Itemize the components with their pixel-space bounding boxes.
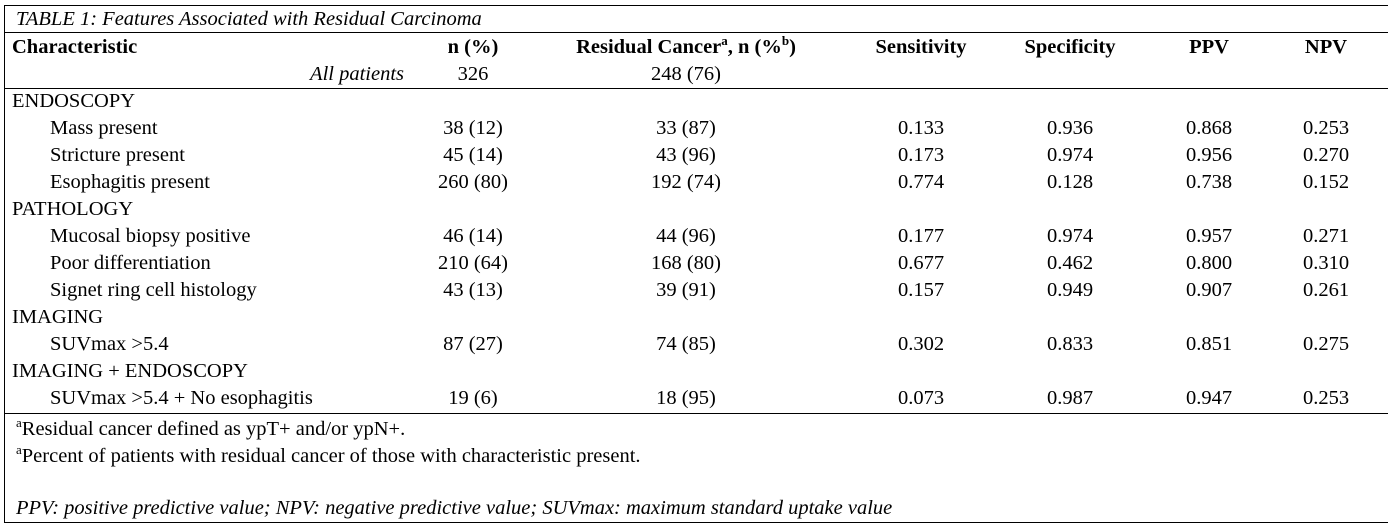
row-sensitivity: 0.073 <box>897 387 945 409</box>
row-ppv: 0.868 <box>1185 117 1233 139</box>
row-specificity: 0.462 <box>1046 252 1094 274</box>
row-sensitivity: 0.774 <box>897 171 945 193</box>
header-residual-cancer: Residual Cancera, n (%b) <box>576 33 796 58</box>
row-label: Signet ring cell histology <box>50 279 257 301</box>
row-ppv: 0.947 <box>1185 387 1233 409</box>
row-n-pct: 43 (13) <box>443 279 503 301</box>
section-row: IMAGING <box>12 304 1388 331</box>
row-n-pct: 45 (14) <box>443 144 503 166</box>
all-patients-residual: 248 (76) <box>650 63 722 85</box>
row-specificity: 0.974 <box>1046 144 1094 166</box>
footnote-2: aPercent of patients with residual cance… <box>16 442 641 467</box>
row-npv: 0.253 <box>1302 387 1350 409</box>
row-residual: 168 (80) <box>650 252 722 274</box>
row-residual: 74 (85) <box>656 333 716 355</box>
section-row: PATHOLOGY <box>12 196 1388 223</box>
row-sensitivity: 0.157 <box>897 279 945 301</box>
row-n-pct: 19 (6) <box>448 387 498 409</box>
row-specificity: 0.128 <box>1046 171 1094 193</box>
row-specificity: 0.936 <box>1046 117 1094 139</box>
table-row: Poor differentiation 210 (64) 168 (80) 0.67… <box>12 250 1388 277</box>
header-specificity: Specificity <box>1024 36 1116 58</box>
header-npv: NPV <box>1304 36 1348 58</box>
row-npv: 0.270 <box>1302 144 1350 166</box>
row-residual: 44 (96) <box>656 225 716 247</box>
row-residual: 43 (96) <box>656 144 716 166</box>
all-patients-n: 326 <box>457 63 489 85</box>
section-title: IMAGING + ENDOSCOPY <box>12 360 248 382</box>
row-sensitivity: 0.173 <box>897 144 945 166</box>
row-n-pct: 260 (80) <box>437 171 509 193</box>
left-border <box>4 5 5 522</box>
row-sensitivity: 0.177 <box>897 225 945 247</box>
results-table: Characteristic n (%) Residual Cancera, n… <box>12 34 1388 412</box>
row-sensitivity: 0.133 <box>897 117 945 139</box>
row-npv: 0.152 <box>1302 171 1350 193</box>
section-title: IMAGING <box>12 306 104 328</box>
row-n-pct: 38 (12) <box>443 117 503 139</box>
row-residual: 18 (95) <box>656 387 716 409</box>
row-residual: 39 (91) <box>656 279 716 301</box>
table-row: Mass present 38 (12) 33 (87) 0.133 0.936 0.86… <box>12 115 1388 142</box>
section-row: ENDOSCOPY <box>12 88 1388 115</box>
row-ppv: 0.851 <box>1185 333 1233 355</box>
row-label: SUVmax >5.4 <box>50 333 169 355</box>
row-residual: 33 (87) <box>656 117 716 139</box>
header-rule <box>4 88 1388 89</box>
table-caption: TABLE 1: Features Associated with Residu… <box>16 8 482 30</box>
row-n-pct: 87 (27) <box>443 333 503 355</box>
row-label: SUVmax >5.4 + No esophagitis <box>50 387 313 409</box>
row-n-pct: 46 (14) <box>443 225 503 247</box>
row-residual: 192 (74) <box>650 171 722 193</box>
row-sensitivity: 0.302 <box>897 333 945 355</box>
table-row: Signet ring cell histology 43 (13) 39 (91)… <box>12 277 1388 304</box>
row-npv: 0.275 <box>1302 333 1350 355</box>
row-ppv: 0.907 <box>1185 279 1233 301</box>
section-title: ENDOSCOPY <box>12 90 136 112</box>
row-ppv: 0.800 <box>1185 252 1233 274</box>
row-label: Mucosal biopsy positive <box>50 225 251 247</box>
table-row: SUVmax >5.4 87 (27) 74 (85) 0.302 0.833 0.851… <box>12 331 1388 358</box>
row-npv: 0.271 <box>1302 225 1350 247</box>
row-sensitivity: 0.677 <box>897 252 945 274</box>
all-patients-row: All patients 326 248 (76) <box>12 61 1388 88</box>
row-n-pct: 210 (64) <box>437 252 509 274</box>
body-bottom-rule <box>4 413 1388 414</box>
section-title: PATHOLOGY <box>12 198 134 220</box>
table-body: ENDOSCOPY Mass present 38 (12) 33 (87) 0.133… <box>12 88 1388 412</box>
header-ppv: PPV <box>1189 36 1229 58</box>
row-specificity: 0.833 <box>1046 333 1094 355</box>
row-ppv: 0.738 <box>1185 171 1233 193</box>
table-row: Mucosal biopsy positive 46 (14) 44 (96) 0.1… <box>12 223 1388 250</box>
abbreviations-note: PPV: positive predictive value; NPV: neg… <box>16 497 893 519</box>
header-row: Characteristic n (%) Residual Cancera, n… <box>12 34 1388 61</box>
row-npv: 0.261 <box>1302 279 1350 301</box>
section-row: IMAGING + ENDOSCOPY <box>12 358 1388 385</box>
footnote-1: aResidual cancer defined as ypT+ and/or … <box>16 415 406 440</box>
header-n-pct: n (%) <box>447 36 499 58</box>
row-npv: 0.253 <box>1302 117 1350 139</box>
header-sensitivity: Sensitivity <box>875 36 967 58</box>
table-row: Stricture present 45 (14) 43 (96) 0.173 0.97… <box>12 142 1388 169</box>
row-ppv: 0.956 <box>1185 144 1233 166</box>
row-label: Stricture present <box>50 144 185 166</box>
bottom-rule <box>4 522 1388 523</box>
caption-rule <box>4 32 1388 33</box>
row-label: Mass present <box>50 117 158 139</box>
top-rule <box>4 5 1388 6</box>
table-row: SUVmax >5.4 + No esophagitis 19 (6) 18 (95… <box>12 385 1388 412</box>
row-specificity: 0.974 <box>1046 225 1094 247</box>
table-row: Esophagitis present 260 (80) 192 (74) 0.774… <box>12 169 1388 196</box>
row-specificity: 0.949 <box>1046 279 1094 301</box>
row-label: Poor differentiation <box>50 252 211 274</box>
row-specificity: 0.987 <box>1046 387 1094 409</box>
row-npv: 0.310 <box>1302 252 1350 274</box>
row-ppv: 0.957 <box>1185 225 1233 247</box>
all-patients-label: All patients <box>310 63 404 85</box>
header-characteristic: Characteristic <box>12 36 138 58</box>
row-label: Esophagitis present <box>50 171 210 193</box>
